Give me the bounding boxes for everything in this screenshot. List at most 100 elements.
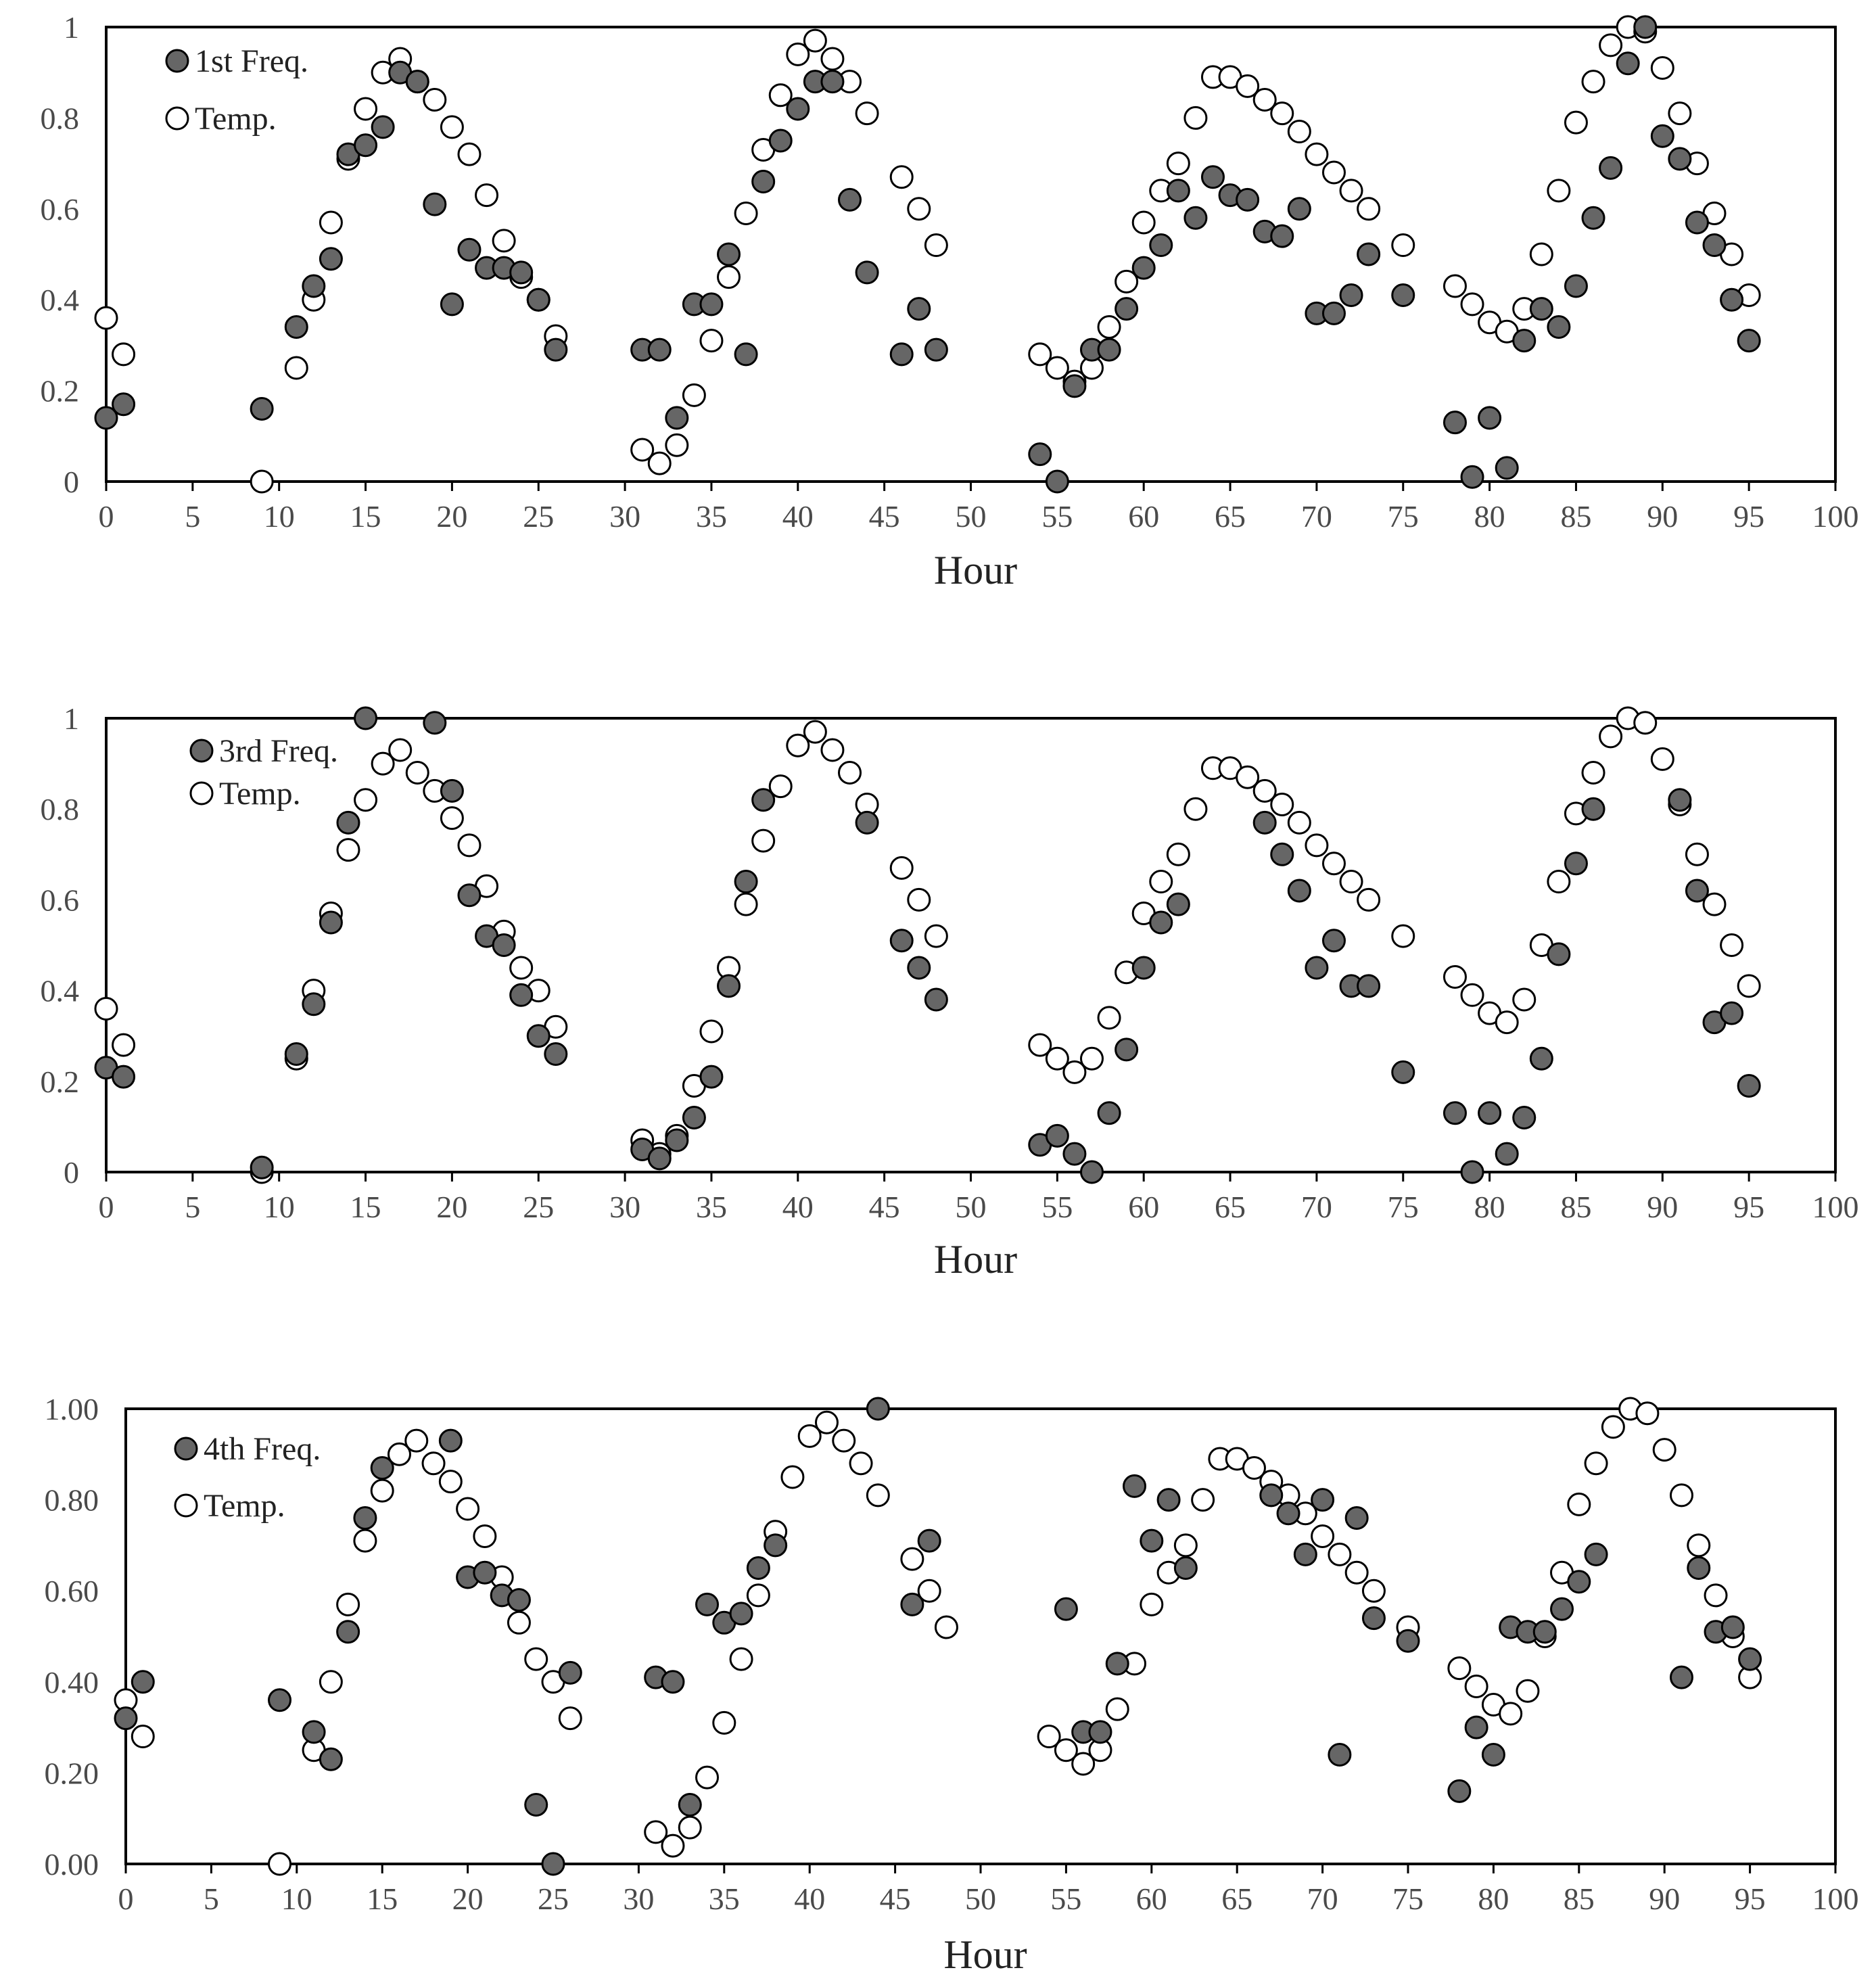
x-tick-label: 5	[185, 499, 200, 534]
data-point-open	[1287, 810, 1311, 835]
x-tick-label: 40	[782, 1190, 814, 1224]
data-point-open	[746, 1583, 770, 1608]
data-point-filled	[1478, 406, 1502, 430]
y-tick-label: 1	[64, 701, 79, 736]
x-tick-label: 0	[118, 1882, 134, 1916]
y-tick-label: 0	[64, 1155, 79, 1190]
x-tick-label: 60	[1136, 1882, 1167, 1916]
data-point-filled	[1567, 1570, 1591, 1594]
data-point-filled	[1495, 1142, 1519, 1166]
data-point-filled	[371, 115, 395, 139]
y-tick-label: 0.8	[41, 101, 80, 135]
data-point-filled	[1396, 1629, 1420, 1653]
data-point-open	[1669, 1483, 1693, 1508]
data-point-filled	[786, 97, 810, 121]
data-point-filled	[1028, 442, 1052, 467]
data-point-filled	[131, 1670, 155, 1694]
data-point-filled	[1633, 15, 1658, 39]
data-point-open	[1045, 1046, 1069, 1071]
data-point-filled	[1737, 329, 1761, 353]
data-point-open	[1357, 197, 1381, 221]
data-point-filled	[319, 247, 343, 271]
data-point-filled	[1702, 233, 1727, 258]
data-point-open	[1328, 1542, 1352, 1566]
data-point-open	[387, 1442, 411, 1466]
x-tick-label: 50	[956, 499, 987, 534]
y-tick-label: 0.2	[41, 1065, 80, 1099]
x-tick-label: 40	[782, 499, 814, 534]
x-tick-label: 30	[609, 499, 640, 534]
data-point-filled	[1166, 892, 1190, 916]
data-point-open	[786, 733, 810, 757]
x-tick-label: 35	[696, 499, 727, 534]
data-point-filled	[1550, 1597, 1574, 1621]
data-point-filled	[423, 192, 447, 216]
data-point-open	[1564, 110, 1588, 135]
data-point-open	[475, 183, 499, 208]
data-point-open	[1321, 851, 1346, 876]
y-tick-label: 0.00	[45, 1847, 99, 1882]
data-point-open	[855, 101, 879, 126]
data-point-open	[768, 83, 793, 108]
x-axis-label: Hour	[934, 548, 1017, 592]
x-tick-label: 85	[1560, 499, 1591, 534]
x-tick-label: 100	[1812, 1190, 1859, 1224]
x-tick-label: 5	[204, 1882, 219, 1916]
data-point-open	[1028, 342, 1052, 367]
data-point-filled	[1173, 1556, 1198, 1581]
data-point-open	[1305, 142, 1329, 166]
data-point-filled	[457, 883, 482, 908]
data-point-open	[644, 1820, 668, 1844]
x-tick-label: 85	[1564, 1882, 1595, 1916]
data-point-open	[803, 720, 827, 744]
x-tick-label: 30	[609, 1190, 640, 1224]
data-point-filled	[1166, 179, 1190, 203]
data-point-filled	[1097, 337, 1121, 362]
data-point-filled	[509, 983, 534, 1007]
data-point-open	[1495, 1010, 1519, 1035]
chart-panel-2: 0 5 10 15 20 25 30 35 40 45 50 55 60 65 70 75 80 85 90 95 10…	[41, 701, 1859, 1282]
data-point-open	[457, 833, 482, 858]
data-point-open	[1599, 724, 1623, 749]
data-point-filled	[1668, 788, 1692, 812]
data-point-open	[786, 42, 810, 66]
legend-marker	[174, 1493, 198, 1518]
data-point-filled	[1097, 1101, 1121, 1125]
data-point-filled	[855, 810, 879, 835]
data-point-open	[907, 887, 931, 912]
plot-area	[105, 26, 1837, 483]
data-point-open	[889, 165, 914, 189]
data-point-open	[1054, 1738, 1078, 1762]
data-point-filled	[866, 1397, 890, 1421]
y-tick-label: 0.4	[41, 974, 80, 1008]
data-point-open	[1704, 1583, 1728, 1608]
data-point-open	[1357, 887, 1381, 912]
y-tick-label: 0.20	[45, 1756, 99, 1790]
legend: 3rd Freq. Temp.	[189, 733, 338, 812]
data-point-filled	[302, 1720, 326, 1744]
data-point-open	[838, 761, 862, 785]
data-point-open	[336, 838, 360, 862]
data-point-open	[907, 197, 931, 221]
data-point-filled	[924, 987, 948, 1012]
x-tick-label: 75	[1388, 1190, 1419, 1224]
x-tick-label: 20	[436, 1190, 467, 1224]
data-point-filled	[1464, 1715, 1488, 1739]
data-point-filled	[1529, 297, 1553, 321]
data-point-filled	[751, 169, 776, 193]
data-point-filled	[734, 870, 758, 894]
data-point-open	[889, 856, 914, 880]
data-point-filled	[1088, 1720, 1112, 1744]
data-point-filled	[746, 1556, 770, 1581]
data-point-filled	[717, 974, 741, 998]
x-tick-label: 65	[1215, 1190, 1246, 1224]
legend-label: 3rd Freq.	[219, 733, 338, 769]
data-point-open	[456, 1497, 480, 1521]
data-point-open	[1115, 269, 1139, 294]
data-point-open	[1140, 1592, 1164, 1616]
data-point-open	[1166, 151, 1190, 176]
x-tick-label: 25	[523, 499, 554, 534]
x-tick-label: 20	[452, 1882, 484, 1916]
y-tick-label: 0.40	[45, 1665, 99, 1700]
